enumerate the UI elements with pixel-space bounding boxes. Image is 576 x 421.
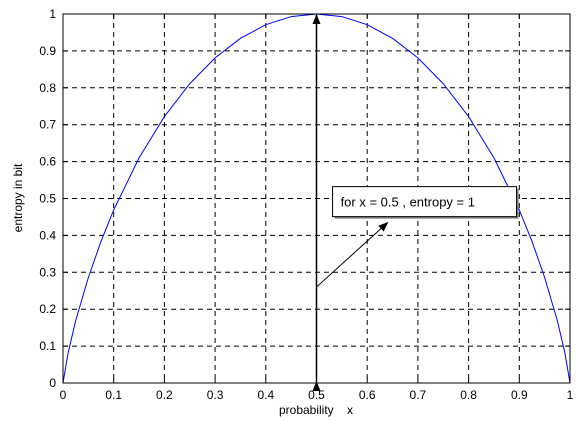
x-tick-label: 0.3 xyxy=(207,388,224,402)
y-tick-label: 0.1 xyxy=(39,339,56,353)
annotation-arrow xyxy=(316,221,389,288)
x-tick-label: 0.5 xyxy=(308,388,325,402)
y-tick-label: 0.3 xyxy=(39,265,56,279)
tick-layer: 0 0.1 0.2 0.3 0.4 0.5 0.6 0.7 0.8 0.9 1 0 0.1 0.2 0.3 0… xyxy=(39,7,573,402)
x-tick-label: 0.1 xyxy=(105,388,122,402)
x-tick-label: 0.2 xyxy=(156,388,173,402)
x-tick-label: 0.9 xyxy=(511,388,528,402)
y-tick-label: 0.2 xyxy=(39,302,56,316)
x-tick-label: 0.6 xyxy=(359,388,376,402)
y-tick-label: 0.7 xyxy=(39,118,56,132)
y-tick-label: 0.9 xyxy=(39,44,56,58)
x-tick-label: 0.8 xyxy=(460,388,477,402)
x-tick-label: 1 xyxy=(567,388,574,402)
y-tick-label: 0.5 xyxy=(39,192,56,206)
x-tick-label: 0.4 xyxy=(257,388,274,402)
y-tick-label: 0.4 xyxy=(39,228,56,242)
y-tick-label: 0.8 xyxy=(39,81,56,95)
y-tick-label: 0 xyxy=(49,376,56,390)
annotation-text: for x = 0.5 , entropy = 1 xyxy=(341,195,475,210)
y-tick-label: 0.6 xyxy=(39,155,56,169)
x-axis-label: probability x xyxy=(279,403,353,417)
y-axis-label: entropy in bit xyxy=(11,163,25,232)
x-tick-label: 0 xyxy=(60,388,67,402)
annotation-layer: for x = 0.5 , entropy = 1 xyxy=(312,14,519,391)
annotation-box xyxy=(332,186,518,218)
y-tick-label: 1 xyxy=(49,7,56,21)
x-tick-label: 0.7 xyxy=(410,388,427,402)
